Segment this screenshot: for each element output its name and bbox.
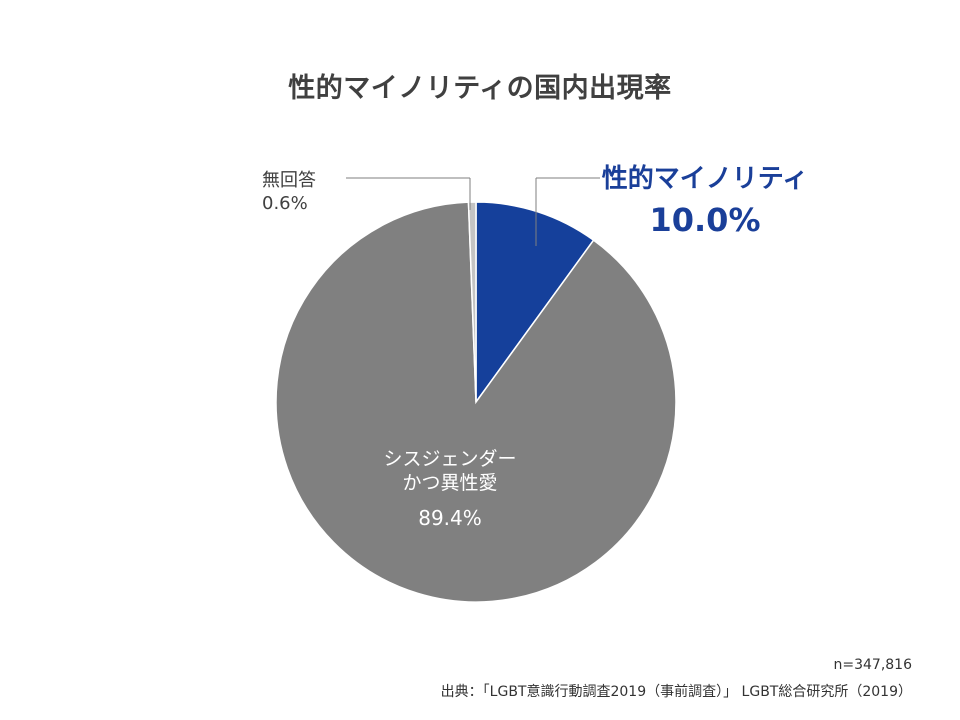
pie-slice-no-answer (467, 201, 477, 403)
slice-label-cis-line1: シスジェンダー (383, 448, 517, 470)
chart-title: 性的マイノリティの国内出現率 (288, 73, 672, 104)
slice-label-cis-line2: かつ異性愛 (402, 471, 498, 494)
source-note: 出典：「LGBT意識行動調査2019（事前調査）」 LGBT総合研究所（2019… (440, 684, 912, 700)
sample-size-note: n=347,816 (833, 657, 913, 673)
pie-slice-cisgender-heterosexual (275, 201, 677, 603)
label-sexual-minority: 性的マイノリティ 10.0% (560, 163, 850, 240)
slice-value-cis: 89.4% (418, 505, 482, 530)
slice-label-no-answer: 無回答 (262, 170, 316, 191)
slice-value-no-answer: 0.6% (262, 192, 308, 214)
slice-value-minority: 10.0% (649, 200, 761, 239)
pie-slice-sexual-minority (475, 201, 595, 405)
label-no-answer: 無回答 0.6% (262, 170, 316, 215)
slice-label-minority: 性的マイノリティ (601, 164, 809, 194)
label-cisgender-heterosexual: シスジェンダー かつ異性愛 89.4% (320, 448, 580, 531)
